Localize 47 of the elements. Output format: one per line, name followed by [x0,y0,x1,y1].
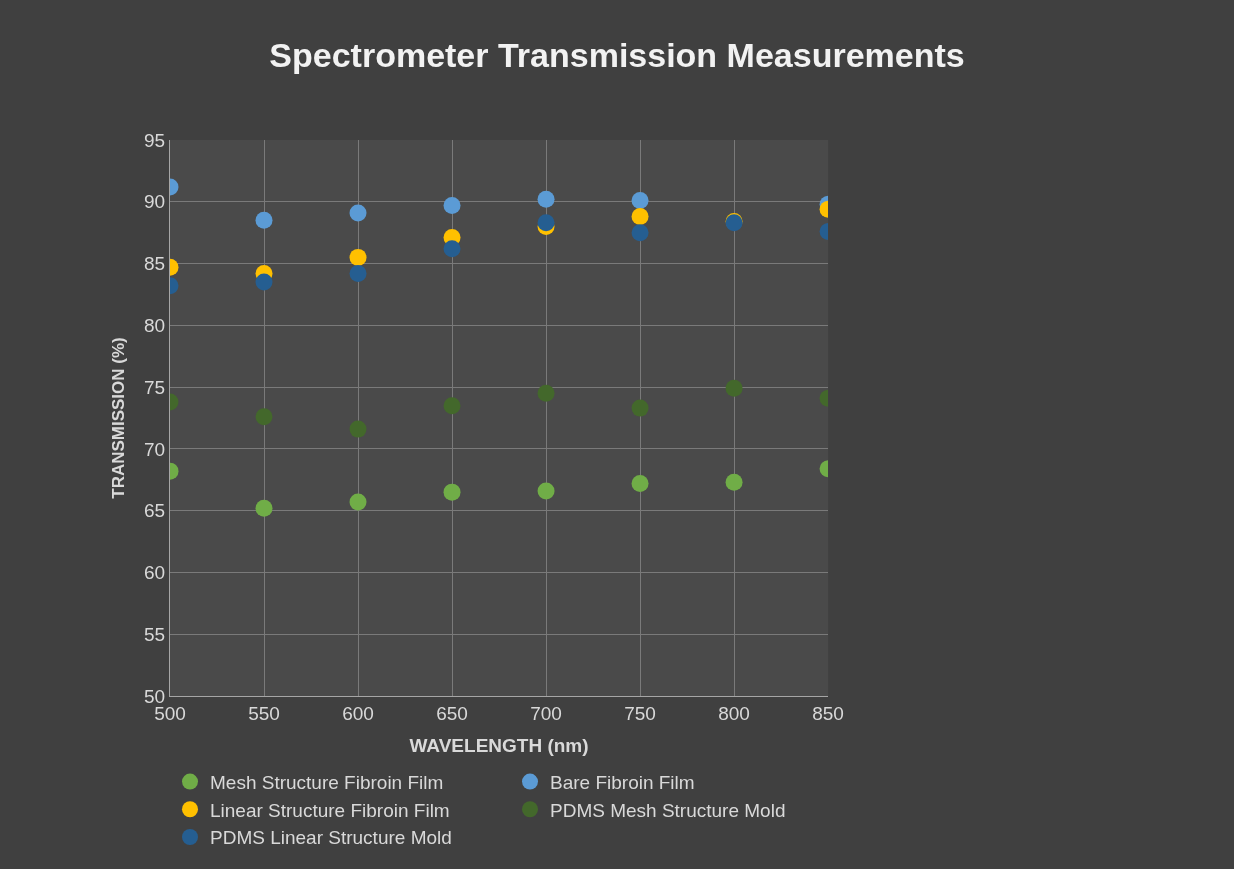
point [349,264,367,282]
y-tick-label: 90 [144,191,166,213]
point [631,399,649,417]
point [725,473,743,491]
point [349,204,367,222]
y-tick-label: 55 [144,623,166,645]
point [443,397,461,415]
point [537,482,555,500]
y-tick-label: 75 [144,376,166,398]
point [349,248,367,266]
x-tick-label: 650 [436,702,468,724]
point [631,224,649,242]
legend-label: Linear Structure Fibroin Film [210,799,450,821]
x-tick-label: 550 [248,702,280,724]
point [349,493,367,511]
point [631,192,649,210]
y-tick-label: 60 [144,562,166,584]
point [537,384,555,402]
point [443,196,461,214]
point [255,273,273,291]
y-tick-label: 80 [144,314,166,336]
x-tick-label: 700 [530,702,562,724]
x-axis-title: WAVELENGTH (nm) [409,734,589,756]
legend-label: Bare Fibroin Film [550,771,695,793]
y-tick-label: 65 [144,500,166,522]
point [255,408,273,426]
point [443,240,461,258]
point [255,211,273,229]
x-tick-label: 850 [812,702,844,724]
point [443,483,461,501]
legend-label: PDMS Mesh Structure Mold [550,799,786,821]
point [255,499,273,517]
point [537,190,555,208]
point [349,420,367,438]
x-tick-label: 750 [624,702,656,724]
y-tick-label: 70 [144,438,166,460]
y-axis-title: TRANSMISSION (%) [108,337,128,499]
point [725,379,743,397]
legend-label: PDMS Linear Structure Mold [210,827,452,849]
y-tick-label: 95 [144,129,166,151]
point [631,208,649,226]
y-tick-label: 85 [144,253,166,275]
chart-title: Spectrometer Transmission Measurements [269,36,965,75]
x-tick-label: 800 [718,702,750,724]
legend-label: Mesh Structure Fibroin Film [210,771,444,793]
point [631,474,649,492]
x-tick-label: 600 [342,702,374,724]
